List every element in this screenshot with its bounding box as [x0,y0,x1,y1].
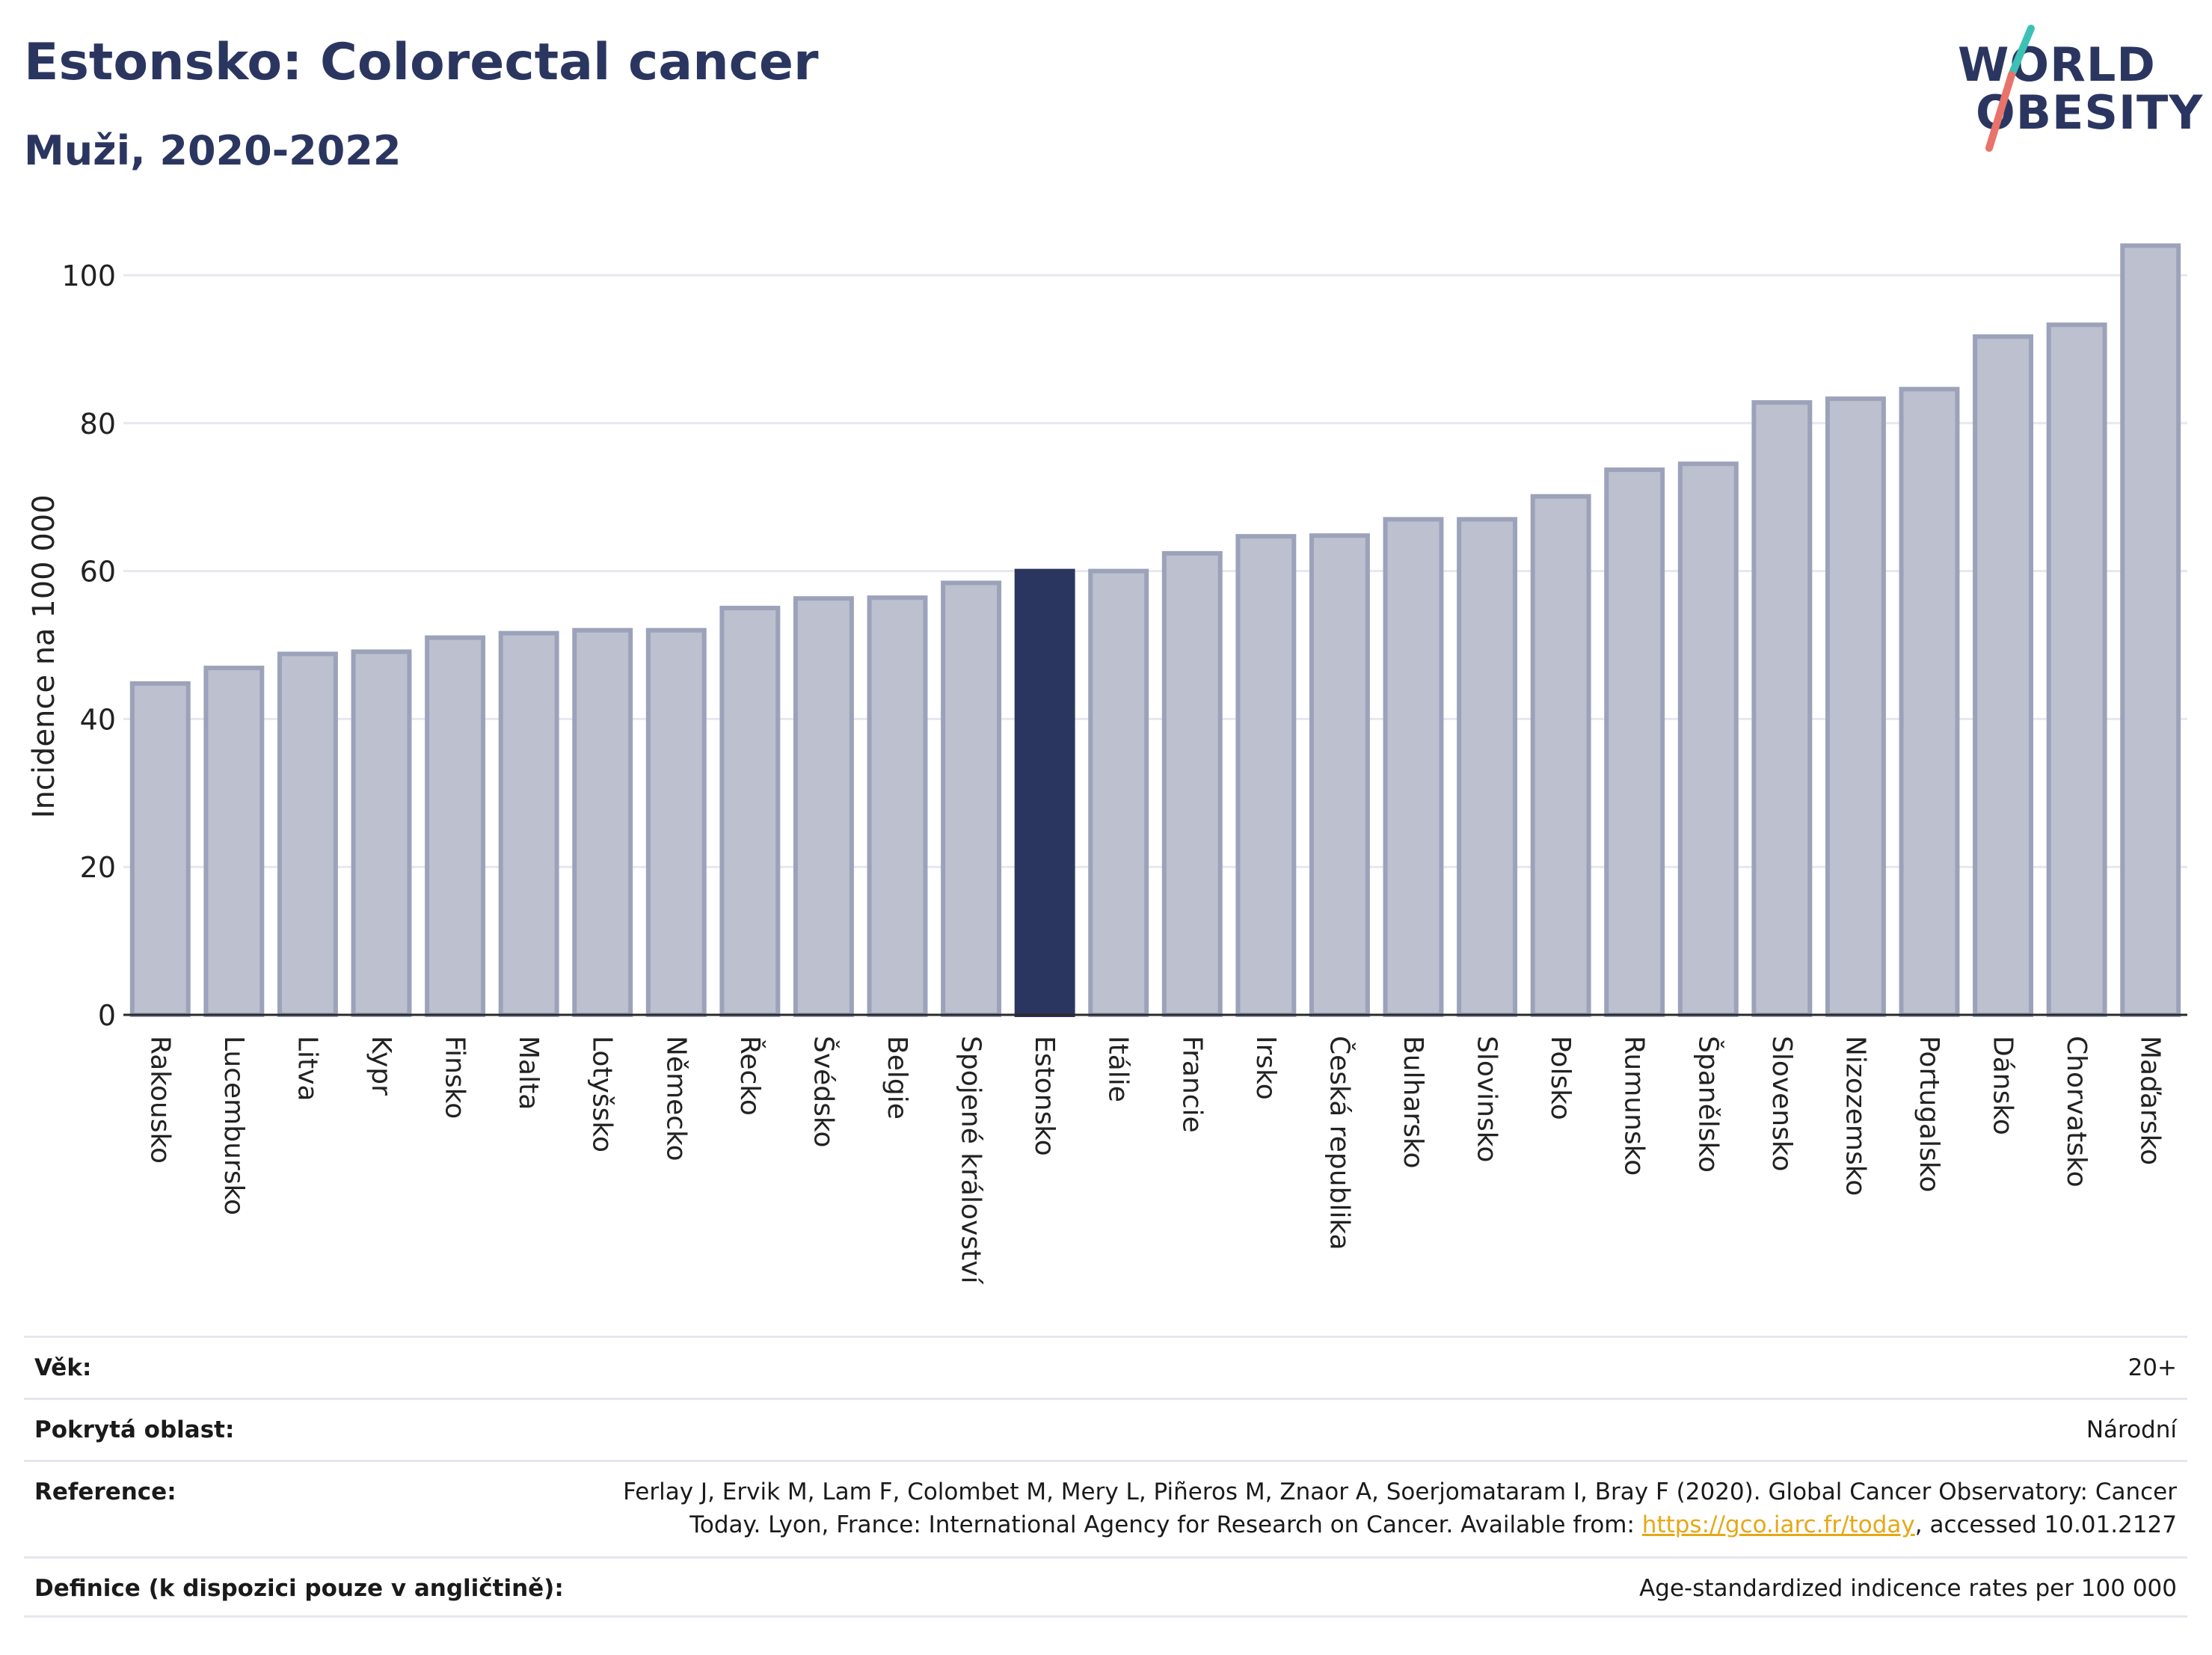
x-tick-label: Finsko [440,1036,470,1119]
x-tick-label: Polsko [1545,1036,1576,1120]
info-value-age: 20+ [2127,1354,2177,1381]
info-label-area: Pokrytá oblast: [34,1416,235,1443]
x-tick-label: Švédsko [808,1036,839,1148]
bar-Itálie [1088,568,1149,1018]
reference-line2-pre: Today. Lyon, France: International Agenc… [689,1511,1642,1538]
bar-Německo [645,627,707,1017]
y-tick-label: 20 [80,851,116,884]
bar-Chorvatsko [2046,322,2107,1017]
bar-Finsko [425,635,486,1017]
x-tick-label: Česká republika [1324,1036,1355,1250]
x-tick-label: Slovensko [1766,1036,1797,1172]
bar-Slovensko [1751,400,1813,1018]
bar-Kypr [351,649,412,1017]
info-value-definition: Age-standardized indicence rates per 100… [1639,1575,2177,1602]
y-tick-label: 100 [61,260,116,292]
x-tick-label: Portugalsko [1914,1036,1944,1192]
world-obesity-logo: WORLD OBESITY [1944,22,2202,157]
x-tick-label: Malta [513,1036,544,1110]
bar-Rakousko [129,681,191,1017]
bar-Belgie [867,595,928,1017]
bar-Španělsko [1677,461,1739,1017]
x-tick-label: Itálie [1103,1036,1134,1102]
x-tick-label: Německo [660,1036,691,1161]
x-tick-label: Spojené království [956,1036,986,1285]
x-tick-label: Irsko [1250,1036,1281,1100]
x-tick-label: Kypr [366,1036,396,1096]
info-label-definition: Definice (k dispozici pouze v angličtině… [34,1575,564,1602]
bar-Malta [498,630,559,1018]
x-tick-label: Maďarsko [2135,1036,2166,1165]
info-table-bottom-border [24,1615,2187,1618]
y-tick-label: 0 [98,999,116,1032]
x-tick-label: Lucembursko [218,1036,249,1215]
x-tick-label: Chorvatsko [2061,1036,2092,1188]
bar-Řecko [719,606,781,1017]
bars [129,243,2181,1018]
x-tick-label: Francie [1176,1036,1207,1133]
bar-Irsko [1235,534,1297,1017]
info-value-reference: Ferlay J, Ervik M, Lam F, Colombet M, Me… [623,1476,2177,1541]
y-axis-label: Incidence na 100 000 [27,494,61,818]
bar-Nizozemsko [1825,396,1886,1017]
x-axis-ticks: Rakousko Lucembursko Litva Kypr Finsko Malta L… [144,1036,2165,1285]
bar-Rumunsko [1604,467,1665,1017]
reference-link[interactable]: https://gco.iarc.fr/today [1641,1511,1915,1538]
logo-line1: WORLD [1958,37,2156,92]
x-tick-label: Slovinsko [1472,1036,1502,1162]
x-tick-label: Lotyšsko [587,1036,618,1152]
x-tick-label: Španělsko [1692,1036,1724,1173]
x-tick-label: Litva [292,1036,322,1102]
x-tick-label: Belgie [882,1036,912,1120]
info-label-reference: Reference: [34,1479,176,1505]
y-tick-label: 40 [80,703,116,736]
bar-Polsko [1530,494,1591,1017]
y-tick-label: 60 [80,556,116,589]
bar-Estonsko [1014,568,1075,1018]
bar-Francie [1161,550,1223,1017]
bar-Litva [277,651,338,1017]
bar-Švédsko [793,596,854,1017]
bar-Lotyšsko [572,627,633,1017]
info-row-reference: Reference: Ferlay J, Ervik M, Lam F, Col… [24,1460,2187,1556]
info-row-age: Věk: 20+ [24,1336,2187,1398]
info-value-area: Národní [2086,1416,2177,1443]
bar-Česká republika [1309,533,1370,1017]
x-tick-label: Rakousko [144,1036,175,1164]
bar-Spojené království [941,580,1002,1017]
reference-line1: Ferlay J, Ervik M, Lam F, Colombet M, Me… [623,1479,2177,1505]
x-tick-label: Rumunsko [1619,1036,1650,1176]
x-tick-label: Bulharsko [1398,1036,1428,1169]
x-tick-label: Estonsko [1029,1036,1060,1156]
y-tick-label: 80 [80,408,116,440]
page-title: Estonsko: Colorectal cancer [24,33,819,92]
bar-chart: 0 20 40 60 80 100 Rakousko Lucembursko Litva Kyp… [27,243,2187,1285]
x-tick-label: Řecko [734,1036,766,1116]
x-tick-label: Dánsko [1988,1036,2018,1135]
info-table: Věk: 20+ Pokrytá oblast: Národní Referen… [24,1336,2187,1618]
logo-line2: OBESITY [1976,85,2204,140]
bar-Bulharsko [1383,517,1444,1017]
info-label-age: Věk: [34,1354,92,1381]
page-subtitle: Muži, 2020-2022 [24,127,402,174]
bar-Dánsko [1973,334,2034,1018]
reference-line2-post: , accessed 10.01.2127 [1914,1511,2177,1538]
bar-Slovinsko [1457,517,1518,1017]
info-row-area: Pokrytá oblast: Národní [24,1398,2187,1460]
logo-slash-icon [1985,25,2035,152]
bar-Maďarsko [2120,243,2181,1018]
x-tick-label: Nizozemsko [1840,1036,1870,1196]
bar-Portugalsko [1899,387,1960,1017]
y-axis-ticks: 0 20 40 60 80 100 [61,260,116,1032]
info-row-definition: Definice (k dispozici pouze v angličtině… [24,1556,2187,1618]
bar-Lucembursko [203,666,265,1017]
